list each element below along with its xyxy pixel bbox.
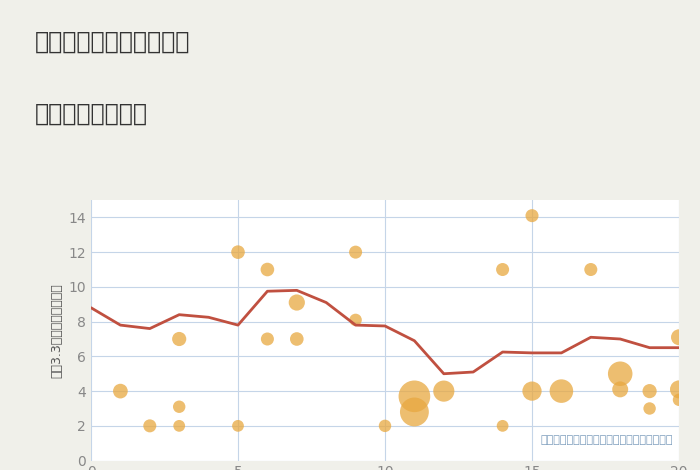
Point [144, 422, 155, 430]
Point [644, 405, 655, 412]
Point [673, 385, 685, 393]
Point [409, 392, 420, 400]
Point [673, 334, 685, 341]
Point [174, 335, 185, 343]
Point [115, 387, 126, 395]
Point [350, 316, 361, 324]
Point [262, 266, 273, 273]
Point [673, 396, 685, 404]
Point [174, 403, 185, 410]
Text: 円の大きさは、取引のあった物件面積を示す: 円の大きさは、取引のあった物件面積を示す [540, 435, 673, 445]
Point [232, 422, 244, 430]
Text: 兵庫県丹波篠山市西谷の: 兵庫県丹波篠山市西谷の [35, 30, 190, 54]
Text: 駅距離別土地価格: 駅距離別土地価格 [35, 102, 148, 126]
Point [379, 422, 391, 430]
Point [556, 387, 567, 395]
Point [438, 387, 449, 395]
Point [409, 408, 420, 416]
Point [615, 370, 626, 377]
Point [174, 422, 185, 430]
Point [262, 335, 273, 343]
Point [232, 248, 244, 256]
Point [526, 387, 538, 395]
Y-axis label: 坪（3.3㎡）単価（万円）: 坪（3.3㎡）単価（万円） [50, 283, 63, 378]
Point [644, 387, 655, 395]
Point [350, 248, 361, 256]
Point [497, 266, 508, 273]
Point [526, 212, 538, 219]
Point [615, 385, 626, 393]
Point [291, 299, 302, 306]
Point [291, 335, 302, 343]
Point [585, 266, 596, 273]
Point [497, 422, 508, 430]
